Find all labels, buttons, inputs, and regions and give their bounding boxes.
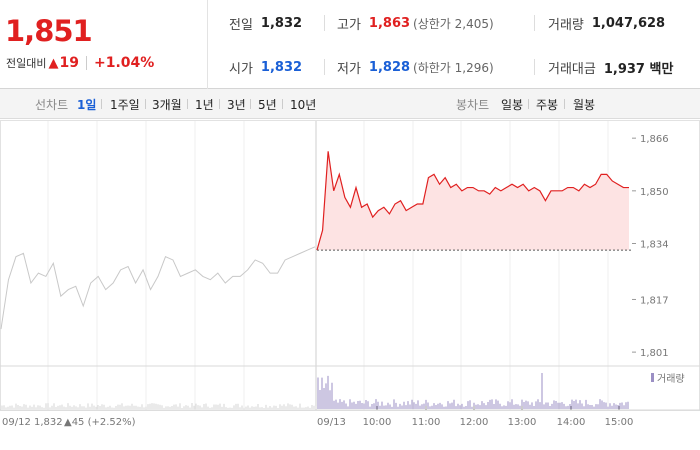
stat-volume: 거래량 1,047,628 — [548, 15, 666, 33]
x-tick-label: 14:00 — [557, 417, 586, 428]
x-tick-label: 12:00 — [460, 417, 489, 428]
stat-low: 저가 1,828 (하한가 1,296) — [337, 59, 494, 77]
prev-date-label: 09/12 — [2, 417, 31, 428]
tab-1-day[interactable]: 1일 — [77, 98, 97, 112]
divider — [564, 99, 565, 109]
change-percent: +1.04% — [93, 55, 155, 71]
y-tick-label: 1,801 — [640, 348, 669, 359]
tab-10-years[interactable]: 10년 — [290, 98, 317, 112]
tab-3-years[interactable]: 3년 — [227, 98, 246, 112]
tab-weekly-candle[interactable]: 주봉 — [536, 98, 559, 112]
x-tick-label: 13:00 — [508, 417, 537, 428]
x-tick-label: 10:00 — [363, 417, 392, 428]
current-price: 1,851 — [5, 14, 93, 48]
chart-period-bar: 선차트 1일 1주일 3개월 1년 3년 5년 10년 봉차트 일봉 주봉 월봉 — [0, 89, 700, 119]
quote-summary: 1,851 전일대비 ▲ 19 +1.04% 전일 1,832 고가 1,863… — [0, 0, 700, 89]
divider — [101, 99, 102, 109]
divider — [187, 99, 188, 109]
tab-3-months[interactable]: 3개월 — [152, 98, 182, 112]
price-change-row: 전일대비 ▲ 19 +1.04% — [6, 55, 154, 71]
volume-legend-swatch — [651, 373, 654, 382]
change-label: 전일대비 — [6, 57, 47, 70]
tab-monthly-candle[interactable]: 월봉 — [573, 98, 596, 112]
stat-prev-close: 전일 1,832 — [229, 15, 303, 33]
prev-day-price-line — [0, 246, 316, 330]
line-chart-label: 선차트 — [35, 98, 69, 112]
chart-axes: 1,866 1,850 1,834 1,817 1,801 09/12 1,832 ▲45 (… — [2, 134, 669, 428]
today-price-line — [316, 151, 629, 251]
tab-1-week[interactable]: 1주일 — [110, 98, 140, 112]
x-tick-label: 15:00 — [605, 417, 634, 428]
today-line — [316, 151, 632, 251]
volume-bars: 거래량 — [1, 373, 685, 409]
divider — [324, 59, 325, 75]
stat-open: 시가 1,832 — [229, 59, 303, 77]
volume-legend-label: 거래량 — [657, 373, 685, 385]
prev-change-label: ▲45 (+2.52%) — [64, 417, 136, 428]
y-tick-label: 1,817 — [640, 295, 669, 306]
divider — [282, 99, 283, 109]
prev-close-label: 1,832 — [34, 417, 63, 428]
change-value: 19 — [59, 55, 79, 71]
up-arrow-icon: ▲ — [48, 55, 59, 71]
divider — [219, 99, 220, 109]
y-tick-label: 1,850 — [640, 187, 669, 198]
today-price-area — [317, 151, 629, 251]
y-tick-label: 1,866 — [640, 134, 669, 145]
current-price-box: 1,851 전일대비 ▲ 19 +1.04% — [0, 0, 208, 89]
today-date-label: 09/13 — [317, 417, 346, 428]
y-tick-label: 1,834 — [640, 240, 669, 251]
divider — [145, 99, 146, 109]
divider — [324, 15, 325, 31]
tab-daily-candle[interactable]: 일봉 — [501, 98, 524, 112]
divider — [528, 99, 529, 109]
stat-high: 고가 1,863 (상한가 2,405) — [337, 15, 494, 33]
divider — [534, 59, 535, 75]
chart-frame — [0, 120, 700, 411]
divider — [250, 99, 251, 109]
tab-5-years[interactable]: 5년 — [258, 98, 277, 112]
stat-trading-amount: 거래대금 1,937 백만 — [548, 61, 674, 77]
divider — [534, 15, 535, 31]
candle-chart-label: 봉차트 — [456, 98, 490, 112]
prev-day-line — [0, 246, 316, 330]
tab-1-year[interactable]: 1년 — [195, 98, 214, 112]
x-tick-label: 11:00 — [412, 417, 441, 428]
divider — [85, 56, 87, 70]
chart-grid — [0, 120, 700, 411]
